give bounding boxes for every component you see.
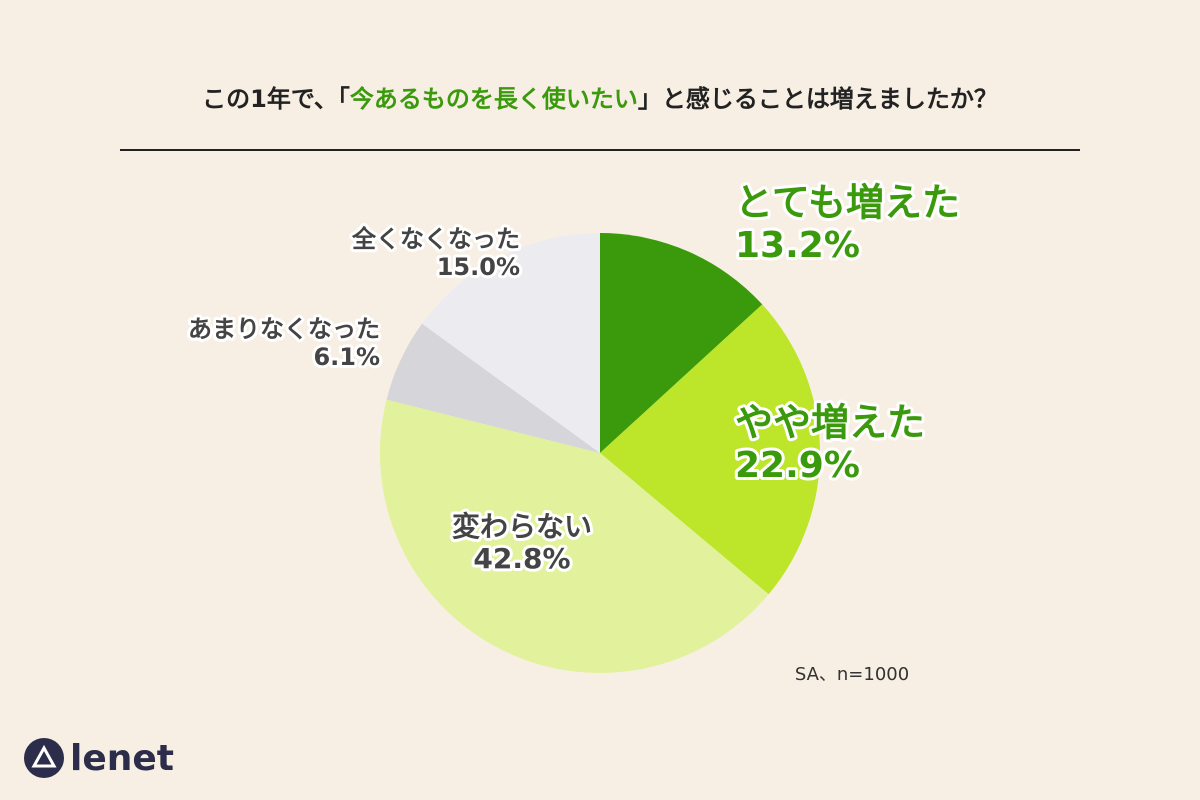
- pie-slice: [380, 399, 769, 673]
- slice-name: あまりなくなった: [188, 315, 380, 343]
- slice-value: 15.0%: [437, 253, 520, 281]
- slice-name: とても増えた: [735, 181, 960, 225]
- slice-value: 13.2%: [735, 225, 860, 266]
- pie-slice: [386, 323, 600, 453]
- logo-icon: [24, 738, 64, 778]
- sample-note: SA、n=1000: [795, 664, 909, 685]
- title-highlight: 今あるものを長く使いたい: [350, 85, 638, 113]
- slice-name: やや増えた: [735, 401, 925, 445]
- title-part: この1年で、「: [202, 85, 350, 113]
- logo: lenet: [24, 738, 174, 779]
- slice-name: 変わらない: [452, 510, 592, 543]
- pie-slice: [600, 233, 763, 453]
- title-part: 」と感じることは増えましたか？: [638, 85, 998, 113]
- slice-value: 6.1%: [313, 343, 380, 371]
- logo-text: lenet: [70, 738, 174, 779]
- slice-name: 全くなくなった: [351, 225, 520, 253]
- chart-title: この1年で、「今あるものを長く使いたい」と感じることは増えましたか？: [202, 85, 998, 113]
- logo-mark: [31, 744, 57, 768]
- pie-slice: [600, 304, 820, 595]
- pie: [380, 233, 820, 673]
- pie-slice: [422, 233, 600, 453]
- slice-value: 22.9%: [735, 445, 860, 486]
- slice-value: 42.8%: [473, 542, 570, 575]
